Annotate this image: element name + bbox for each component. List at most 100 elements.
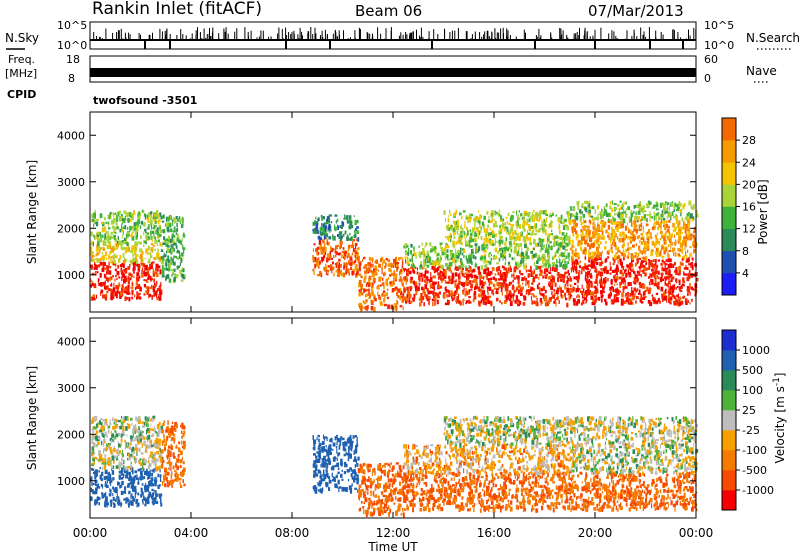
heatmap-cell [582,250,586,255]
heatmap-cell [444,217,446,223]
heatmap-cell [590,295,594,300]
heatmap-cell [457,240,459,244]
heatmap-cell [114,259,116,264]
heatmap-cell [642,205,645,209]
heatmap-cell [467,230,469,236]
heatmap-cell [454,283,457,288]
heatmap-cell [149,263,152,267]
heatmap-cell [580,233,583,237]
heatmap-cell [676,208,680,212]
heatmap-cell [595,254,599,259]
heatmap-cell [513,267,516,273]
heatmap-cell [635,228,639,233]
heatmap-cell [593,266,597,269]
heatmap-cell [619,258,622,262]
heatmap-cell [120,484,123,488]
heatmap-cell [687,223,690,229]
heatmap-cell [509,301,513,306]
heatmap-cell [653,204,656,207]
heatmap-cell [315,216,317,220]
heatmap-cell [543,262,545,265]
heatmap-cell [333,255,335,258]
heatmap-cell [689,291,691,296]
heatmap-cell [436,253,438,257]
heatmap-cell [588,259,590,263]
heatmap-cell [586,275,589,279]
heatmap-cell [160,256,163,260]
heatmap-cell [170,251,173,255]
heatmap-cell [685,267,689,270]
heatmap-cell [620,252,623,255]
heatmap-cell [607,224,611,230]
heatmap-cell [604,207,605,213]
heatmap-cell [589,252,592,255]
heatmap-cell [407,268,410,271]
heatmap-cell [516,210,518,216]
heatmap-cell [679,290,683,293]
heatmap-cell [623,279,626,283]
heatmap-cell [621,263,623,268]
heatmap-cell [552,276,556,282]
heatmap-cell [108,227,111,230]
heatmap-cell [420,261,422,267]
heatmap-cell [618,222,621,226]
heatmap-cell [415,290,418,296]
heatmap-cell [433,291,437,295]
heatmap-cell [147,219,150,223]
heatmap-cell [161,265,164,270]
heatmap-cell [632,270,636,274]
heatmap-cell [498,268,500,271]
heatmap-cell [446,293,448,298]
heatmap-cell [383,297,386,303]
heatmap-cell [456,266,459,271]
heatmap-cell [629,229,631,233]
heatmap-cell [653,225,656,229]
heatmap-cell [324,222,327,226]
heatmap-cell [591,217,594,222]
heatmap-cell [641,241,643,245]
heatmap-cell [556,290,559,294]
heatmap-cell [399,287,401,293]
heatmap-cell [387,259,391,262]
heatmap-cell [685,233,688,237]
heatmap-cell [600,290,603,295]
heatmap-cell [411,254,413,259]
heatmap-cell [426,250,429,256]
heatmap-cell [429,242,431,246]
heatmap-cell [503,278,505,283]
heatmap-cell [531,300,534,305]
heatmap-cell [454,280,456,283]
heatmap-cell [627,265,631,269]
heatmap-cell [474,243,478,247]
heatmap-cell [421,266,424,270]
heatmap-cell [679,287,681,292]
heatmap-cell [631,255,635,261]
heatmap-cell [427,290,431,295]
heatmap-cell [538,228,541,233]
heatmap-cell [182,225,184,228]
heatmap-cell [667,231,670,234]
heatmap-cell [464,238,466,242]
heatmap-cell [393,258,396,264]
heatmap-cell [173,261,176,265]
heatmap-cell [491,210,494,213]
heatmap-cell [511,286,515,290]
heatmap-cell [518,210,520,213]
heatmap-cell [107,477,110,482]
heatmap-cell [484,249,487,253]
heatmap-cell [480,256,484,260]
heatmap-cell [402,258,404,262]
heatmap-cell [587,283,590,288]
heatmap-cell [652,296,655,302]
heatmap-cell [663,236,666,241]
heatmap-cell [639,201,641,205]
heatmap-cell [108,244,111,249]
heatmap-cell [644,210,647,213]
heatmap-cell [577,243,580,247]
heatmap-cell [603,283,606,288]
heatmap-cell [459,238,463,241]
heatmap-cell [524,239,526,243]
heatmap-cell [181,238,184,241]
heatmap-cell [162,271,165,276]
heatmap-cell [682,283,685,287]
